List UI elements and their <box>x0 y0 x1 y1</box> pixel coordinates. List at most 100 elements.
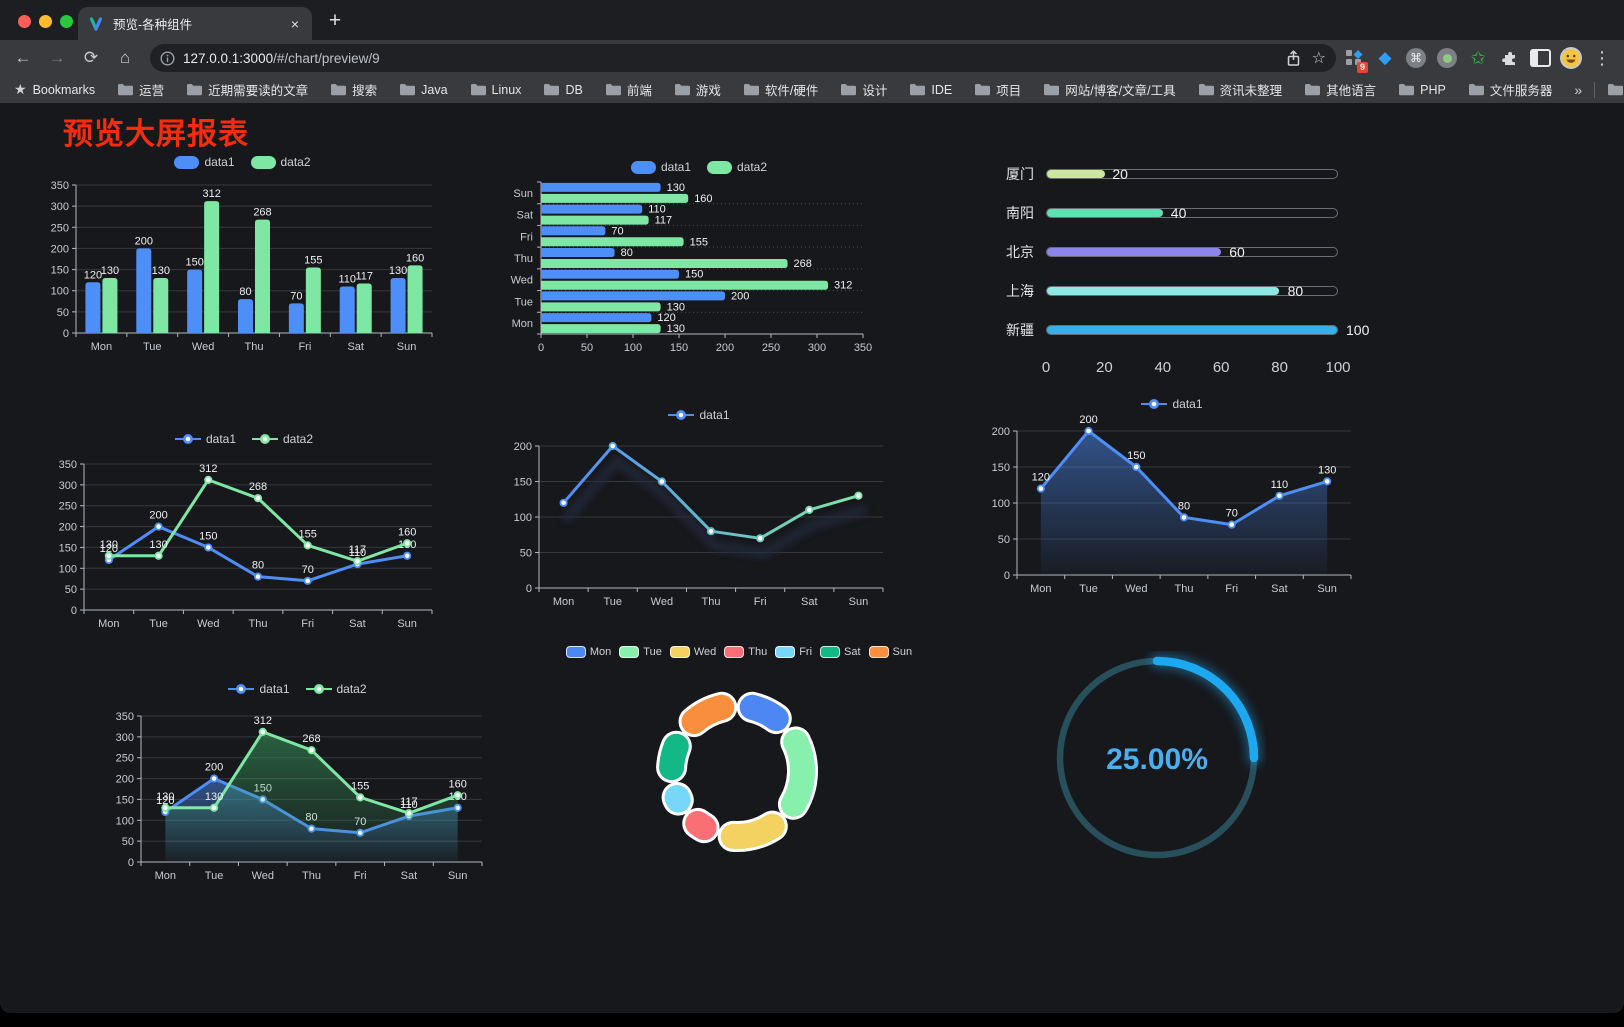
svg-text:200: 200 <box>731 290 749 302</box>
record-extension-icon[interactable] <box>1435 46 1459 70</box>
back-button[interactable]: ← <box>14 48 32 67</box>
legend-item-Fri[interactable]: Fri <box>775 646 812 658</box>
legend-item-data1[interactable]: data1 <box>630 160 691 174</box>
line-chart-canvas: 0 50 100 150 200 250 300 350 Mon Tue Wed Thu Fri Sat S… <box>59 459 433 630</box>
puzzle-extensions-icon[interactable] <box>1497 46 1521 70</box>
bookmark-folder[interactable]: 软件/硬件 <box>743 80 818 99</box>
legend-label: Mon <box>589 646 612 658</box>
bookmark-folder[interactable]: 近期需要读的文章 <box>186 80 308 99</box>
chart-progress-bars: 厦门 20 南阳 40 北京 60 上海 80 新疆 100 0 20 40 60 80 100 <box>988 152 1369 380</box>
svg-text:250: 250 <box>116 753 134 765</box>
tab-close-icon[interactable]: × <box>290 15 299 32</box>
svg-text:200: 200 <box>135 235 153 247</box>
legend-item-data1[interactable]: data1 <box>174 155 235 169</box>
green-star-extension-icon[interactable]: ✩ <box>1470 47 1486 68</box>
bookmark-folder-label: 网站/博客/文章/工具 <box>1065 84 1176 98</box>
bookmark-folder[interactable]: Java <box>399 83 448 97</box>
progress-label: 上海 <box>1006 283 1034 299</box>
close-window-button[interactable] <box>18 15 31 28</box>
legend-item-Thu[interactable]: Thu <box>724 646 767 658</box>
svg-text:70: 70 <box>302 564 314 576</box>
bookmark-folder[interactable]: 游戏 <box>674 80 721 99</box>
legend-item-data1[interactable]: data1 <box>228 682 290 696</box>
svg-text:Wed: Wed <box>197 618 219 630</box>
progress-axis-tick: 0 <box>1041 359 1051 376</box>
gauge-value: 25.00% <box>1106 743 1208 776</box>
folder-icon <box>544 84 560 96</box>
bookmarks-overflow-button[interactable]: » <box>1574 81 1583 98</box>
legend-item-Mon[interactable]: Mon <box>565 646 612 658</box>
profile-avatar[interactable] <box>1559 46 1583 70</box>
site-info-icon[interactable] <box>160 50 175 66</box>
bookmark-folder[interactable]: PHP <box>1398 83 1446 97</box>
legend-item-data2[interactable]: data2 <box>250 155 311 169</box>
svg-text:312: 312 <box>202 188 220 200</box>
legend-item-Sun[interactable]: Sun <box>868 646 912 658</box>
forward-button[interactable]: → <box>48 48 66 67</box>
bookmarks-root[interactable]: ★ Bookmarks <box>14 81 95 98</box>
legend-item-data2[interactable]: data2 <box>305 682 367 696</box>
bookmark-star-icon[interactable]: ☆ <box>1311 50 1326 67</box>
chart-bar-vertical: data1 data2 0 50 100 150 200 250 300 350 Mon Tue Wed… <box>40 148 445 366</box>
bookmark-folder[interactable]: 前端 <box>605 80 652 99</box>
progress-fill <box>1047 248 1221 256</box>
browser-menu-icon[interactable]: ⋮ <box>1593 47 1611 68</box>
bookmark-folder[interactable]: 网站/博客/文章/工具 <box>1043 80 1176 99</box>
bookmark-folder-label: PHP <box>1420 82 1446 97</box>
svg-text:Thu: Thu <box>514 253 533 265</box>
zoom-window-button[interactable] <box>60 15 73 28</box>
bookmarks-bar: ★ Bookmarks 运营 近期需要读的文章 搜索 Java Linux DB 前端 游戏 软… <box>0 76 1624 103</box>
bookmark-folder[interactable]: Linux <box>470 83 521 97</box>
home-button[interactable]: ⌂ <box>119 48 131 67</box>
svg-text:50: 50 <box>65 584 77 596</box>
legend-label: data1 <box>259 682 290 696</box>
browser-tab[interactable]: 预览-各种组件 × <box>78 7 312 40</box>
svg-text:120: 120 <box>156 795 174 807</box>
bookmark-folder[interactable]: 资讯未整理 <box>1198 80 1282 99</box>
svg-text:200: 200 <box>992 426 1010 438</box>
chart-bar-horizontal: data1 data2 0 50 100 150 200 250 300 350 Sun 130 160… <box>503 153 895 368</box>
svg-text:150: 150 <box>514 477 532 489</box>
minimize-window-button[interactable] <box>39 15 52 28</box>
legend-item-Tue[interactable]: Tue <box>619 646 662 658</box>
chart-legend: data1 data2 <box>40 153 445 171</box>
bookmark-folder[interactable]: 项目 <box>974 80 1021 99</box>
chart-legend: data1 data2 <box>105 680 490 698</box>
sidebar-toggle-icon[interactable] <box>1528 46 1552 70</box>
bookmark-folder[interactable]: 其他语言 <box>1304 80 1376 99</box>
share-icon[interactable] <box>1285 49 1302 67</box>
url-bar[interactable]: 127.0.0.1:3000 /#/chart/preview/9 ☆ <box>150 44 1336 72</box>
other-bookmarks-button[interactable]: 其他书签 <box>1607 80 1624 99</box>
command-extension-icon[interactable]: ⌘ <box>1404 46 1428 70</box>
chart-legend: data1 data2 <box>48 430 440 448</box>
gem-extension-icon[interactable]: ◆ <box>1378 48 1392 67</box>
bookmark-folder[interactable]: 搜索 <box>330 80 377 99</box>
legend-item-Wed[interactable]: Wed <box>669 646 716 658</box>
legend-item-data2[interactable]: data2 <box>707 160 767 174</box>
legend-item-data1[interactable]: data1 <box>668 408 730 422</box>
bookmark-folder[interactable]: 文件服务器 <box>1468 80 1552 99</box>
bookmark-folder[interactable]: DB <box>543 83 583 97</box>
legend-label: data1 <box>699 408 730 422</box>
extension-grid-icon[interactable]: 9 <box>1342 46 1368 73</box>
svg-text:Wed: Wed <box>1125 583 1147 595</box>
folder-icon <box>1198 84 1214 96</box>
legend-label: data2 <box>336 682 367 696</box>
svg-text:150: 150 <box>59 542 77 554</box>
svg-text:80: 80 <box>621 247 633 259</box>
legend-item-data1[interactable]: data1 <box>1141 397 1203 411</box>
svg-text:117: 117 <box>349 544 367 556</box>
bookmark-folder[interactable]: IDE <box>909 83 952 97</box>
svg-text:Wed: Wed <box>252 870 274 882</box>
svg-text:110: 110 <box>349 547 367 559</box>
svg-text:Thu: Thu <box>702 596 721 608</box>
legend-item-data2[interactable]: data2 <box>252 432 313 446</box>
legend-item-Sat[interactable]: Sat <box>820 646 861 658</box>
svg-text:0: 0 <box>71 605 77 617</box>
svg-text:300: 300 <box>59 480 77 492</box>
bookmark-folder[interactable]: 设计 <box>840 80 887 99</box>
reload-button[interactable]: ⟳ <box>83 48 99 67</box>
new-tab-button[interactable]: + <box>328 9 342 32</box>
bookmark-folder[interactable]: 运营 <box>117 80 164 99</box>
legend-item-data1[interactable]: data1 <box>174 432 236 446</box>
